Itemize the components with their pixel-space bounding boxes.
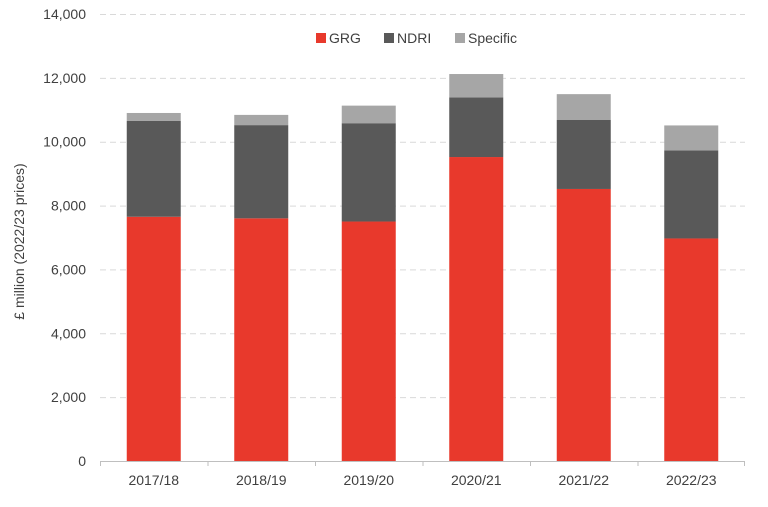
bar-specific-2022-23 (664, 125, 719, 151)
gridlines (100, 14, 745, 399)
y-tick-label: 2,000 (51, 389, 86, 405)
bar-ndri-2022-23 (664, 150, 719, 239)
bar-specific-2021-22 (556, 94, 611, 121)
x-tick-label: 2020/21 (451, 472, 502, 488)
bar-specific-2018-19 (234, 114, 289, 126)
x-axis-ticks: 2017/18 2018/19 2019/20 2020/21 2021/22 2022/… (100, 461, 745, 488)
bar-grg-2019-20 (341, 221, 396, 461)
bar-specific-2020-21 (449, 74, 504, 98)
y-axis-title: £ million (2022/23 prices) (11, 163, 27, 319)
bar-ndri-2021-22 (556, 120, 611, 189)
x-tick-label: 2022/23 (666, 472, 717, 488)
legend-label-specific: Specific (468, 30, 517, 46)
legend-label-grg: GRG (329, 30, 361, 46)
x-tick-label: 2021/22 (558, 472, 609, 488)
y-axis-ticks: 0 2,000 4,000 6,000 8,000 10,000 12,000 14,000 (43, 6, 86, 469)
bar-ndri-2018-19 (234, 125, 289, 219)
y-tick-label: 10,000 (43, 134, 86, 150)
bar-ndri-2020-21 (449, 97, 504, 158)
bars (126, 74, 719, 462)
legend-swatch-specific (455, 33, 465, 43)
legend-swatch-ndri (384, 33, 394, 43)
y-tick-label: 14,000 (43, 6, 86, 22)
legend: GRG NDRI Specific (316, 30, 517, 46)
bar-specific-2017-18 (126, 112, 181, 121)
x-tick-label: 2017/18 (128, 472, 179, 488)
y-tick-label: 8,000 (51, 198, 86, 214)
bar-grg-2022-23 (664, 238, 719, 461)
x-tick-label: 2018/19 (236, 472, 287, 488)
x-tick-label: 2019/20 (343, 472, 394, 488)
bar-grg-2020-21 (449, 157, 504, 462)
bar-specific-2019-20 (341, 105, 396, 124)
bar-ndri-2019-20 (341, 123, 396, 222)
bar-grg-2021-22 (556, 188, 611, 461)
y-tick-label: 4,000 (51, 325, 86, 341)
legend-swatch-grg (316, 33, 326, 43)
y-tick-label: 12,000 (43, 70, 86, 86)
y-tick-label: 0 (78, 453, 86, 469)
bar-grg-2018-19 (234, 218, 289, 461)
legend-label-ndri: NDRI (397, 30, 431, 46)
y-tick-label: 6,000 (51, 261, 86, 277)
bar-ndri-2017-18 (126, 120, 181, 217)
bar-grg-2017-18 (126, 216, 181, 461)
